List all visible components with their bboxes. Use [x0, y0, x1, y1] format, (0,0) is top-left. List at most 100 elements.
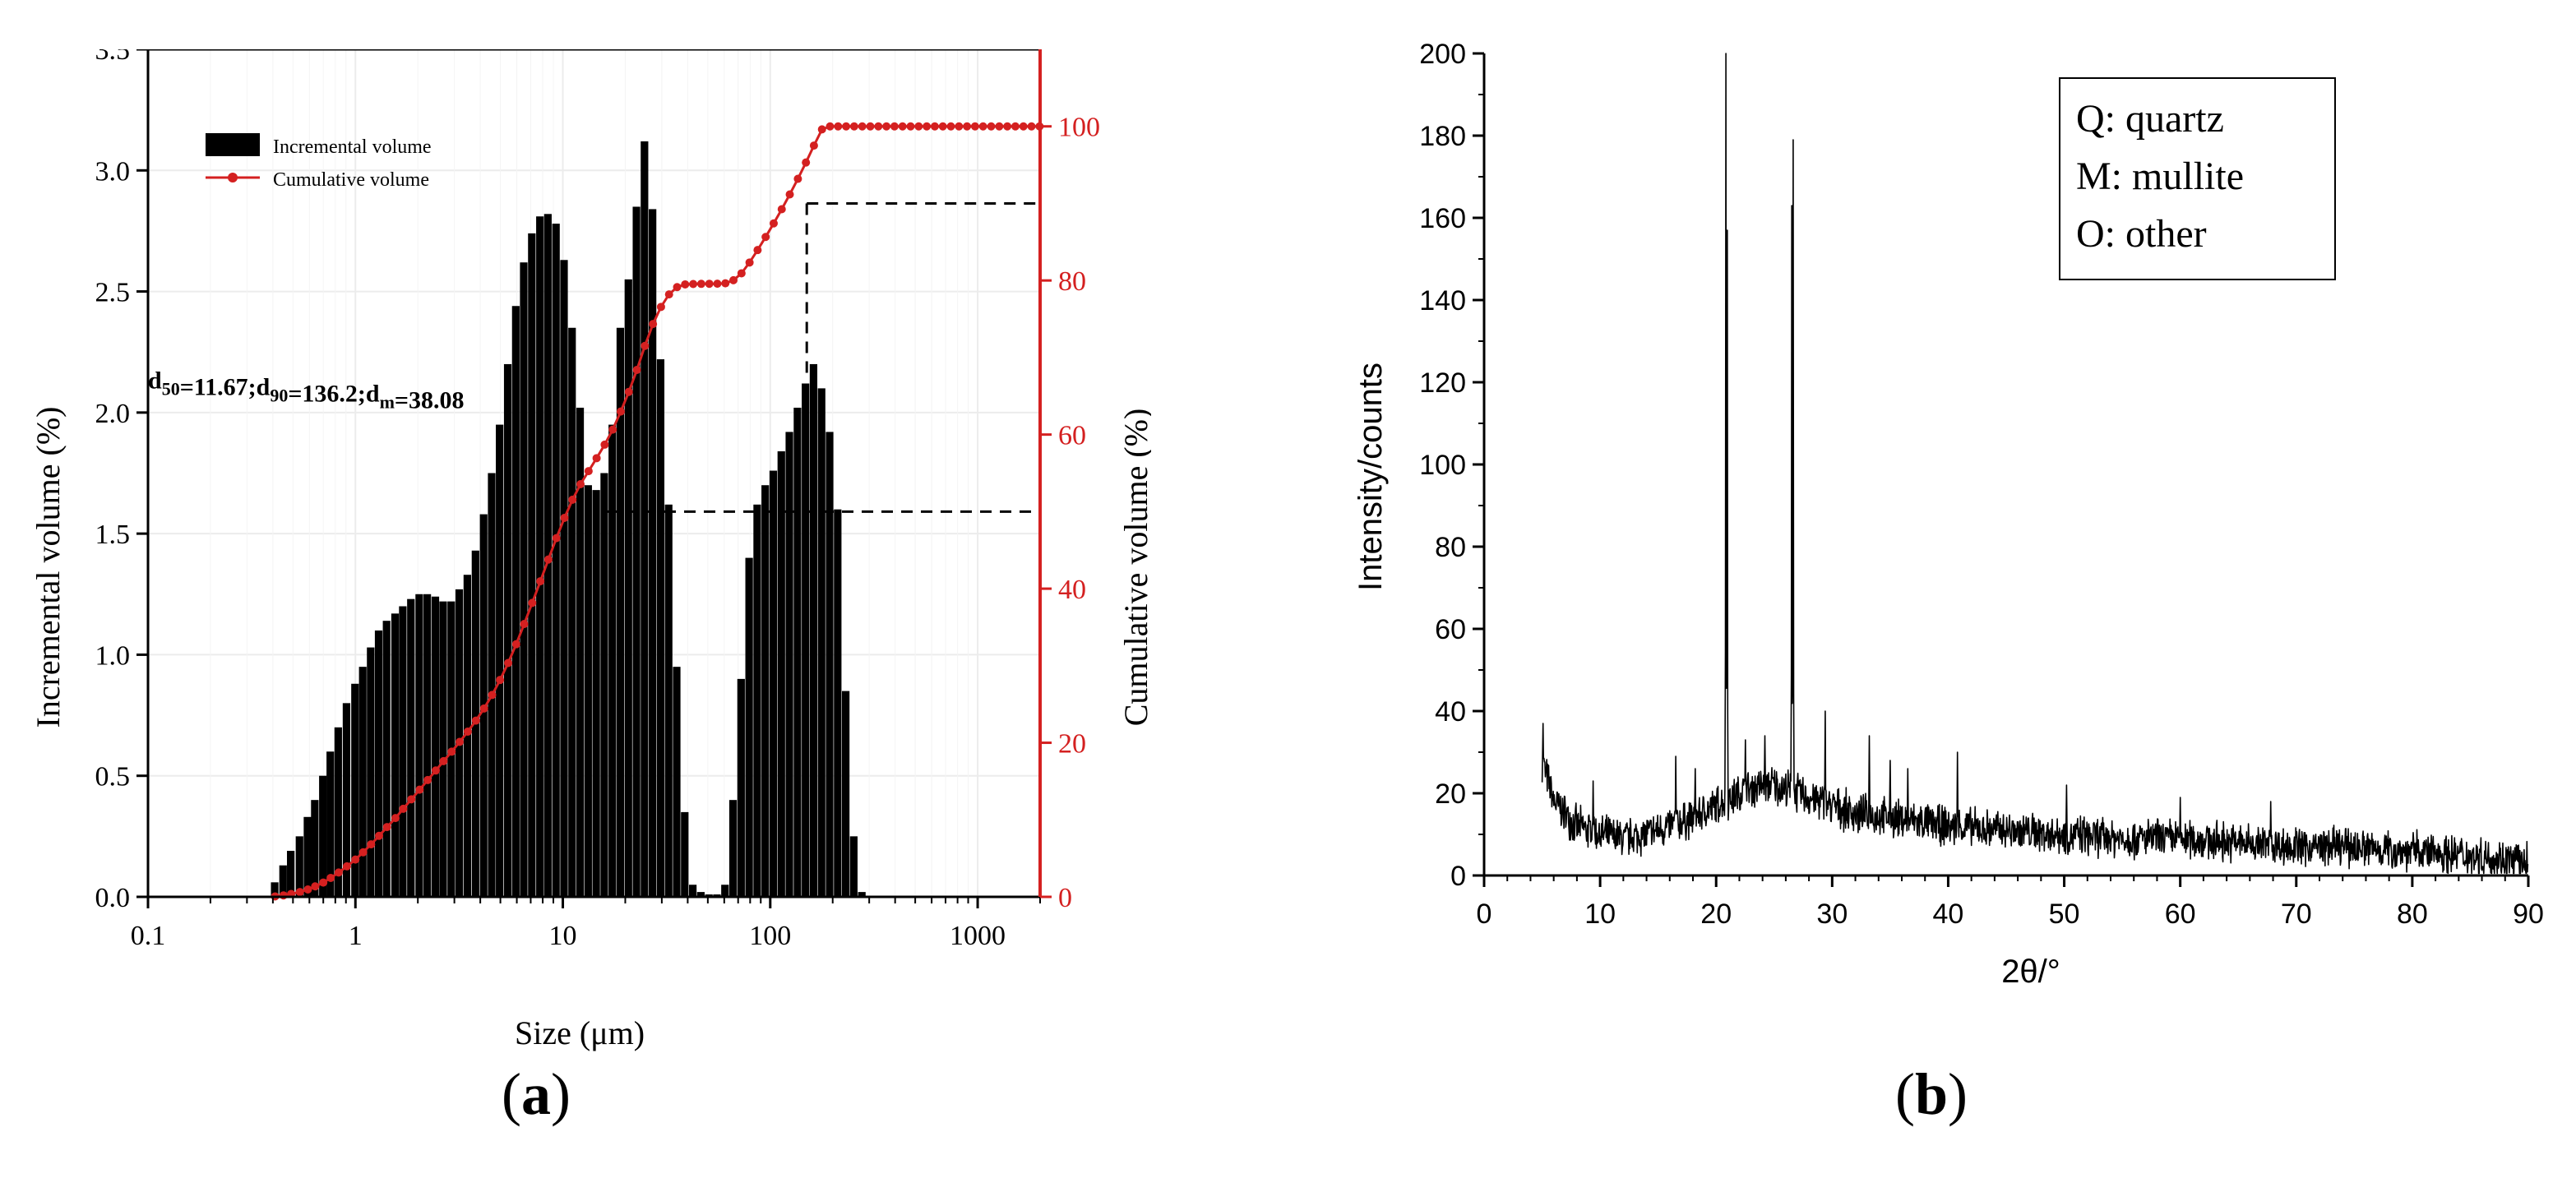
cumulative-point: [382, 823, 391, 832]
x-tick-label: 30: [1816, 899, 1848, 930]
y-tick-label: 2.5: [95, 278, 131, 308]
cumulative-point: [649, 320, 658, 329]
bar: [858, 892, 866, 897]
bar: [568, 327, 576, 897]
cumulative-point: [970, 122, 979, 131]
cumulative-point: [834, 122, 843, 131]
bar: [753, 504, 761, 897]
bar: [761, 485, 770, 897]
cumulative-point: [793, 174, 802, 183]
cumulative-point: [319, 878, 328, 887]
cumulative-point: [303, 885, 312, 894]
panel-label-a: (a): [502, 1061, 571, 1127]
cumulative-point: [809, 141, 818, 150]
bar: [826, 432, 834, 897]
bar: [326, 751, 335, 897]
cumulative-point: [576, 479, 585, 488]
cumulative-point: [995, 122, 1004, 131]
bar: [834, 509, 842, 897]
y-tick-label: 100: [1419, 450, 1466, 481]
x-tick-label: 20: [1700, 899, 1732, 930]
y-tick-label: 140: [1419, 285, 1466, 316]
bar: [849, 836, 858, 897]
cumulative-point: [705, 279, 714, 289]
bar: [721, 885, 729, 897]
y-tick-label: 80: [1435, 532, 1466, 563]
cumulative-point: [737, 269, 746, 278]
bar: [616, 327, 625, 897]
cumulative-point: [407, 795, 416, 804]
cumulative-point: [777, 205, 786, 214]
bar: [600, 473, 608, 897]
bar: [311, 800, 319, 897]
bar: [503, 363, 512, 897]
bar: [511, 306, 520, 897]
cumulative-point: [431, 766, 440, 775]
cumulative-point: [842, 122, 851, 131]
cumulative-point: [632, 365, 641, 374]
bar: [374, 630, 383, 897]
y-tick-label: 20: [1435, 778, 1466, 810]
y-tick-label: 120: [1419, 367, 1466, 399]
y-tick-label: 200: [1419, 39, 1466, 70]
cumulative-point: [882, 122, 891, 131]
bar: [342, 703, 351, 897]
cumulative-point: [721, 279, 730, 288]
y-tick-label: 160: [1419, 203, 1466, 234]
cumulative-point: [802, 158, 811, 167]
x-tick-label: 0: [1477, 899, 1492, 930]
cumulative-point: [463, 728, 472, 737]
cumulative-point: [504, 658, 513, 668]
cumulative-point: [826, 122, 835, 131]
bar: [656, 359, 665, 898]
bar: [520, 262, 528, 897]
cumulative-point: [471, 716, 480, 725]
cumulative-point: [906, 122, 915, 131]
cumulative-point: [1003, 122, 1012, 131]
bar: [423, 594, 432, 897]
y-tick-label: 180: [1419, 121, 1466, 152]
cumulative-point: [616, 407, 625, 416]
y2-tick-label: 0: [1058, 883, 1072, 913]
particle-size-chart: 0.1 1 10 100 1000 0.0 0.5 1.0 1.5 2.0 2.5 3.0 3.5 0 20…: [30, 49, 1151, 1051]
bar: [641, 141, 649, 897]
cumulative-point: [656, 303, 665, 312]
cumulative-point: [696, 279, 705, 289]
bar: [802, 383, 810, 898]
bar: [334, 727, 342, 897]
bar: [696, 892, 705, 897]
bar: [745, 557, 753, 897]
bar: [431, 596, 440, 897]
x-tick-label: 1: [349, 921, 363, 951]
bar: [528, 233, 536, 897]
bar: [769, 470, 778, 897]
cumulative-point: [946, 122, 955, 131]
cumulative-point: [689, 279, 698, 289]
cumulative-point: [978, 122, 987, 131]
x-tick-label: 90: [2513, 899, 2544, 930]
x-tick-label: 10: [549, 921, 577, 951]
bar: [496, 424, 504, 897]
bar: [689, 885, 697, 897]
cumulative-point: [367, 840, 376, 849]
cumulative-point: [543, 555, 553, 564]
y-tick-label: 40: [1435, 696, 1466, 728]
cumulative-point: [528, 598, 537, 607]
legend: Incremental volume Cumulative volume: [206, 133, 432, 191]
xrd-pattern-chart: 0 10 20 30 40 50 60 70 80 90 0 20 40 60 80 100 120 140 160…: [1353, 39, 2544, 990]
x-tick-label: 70: [2281, 899, 2312, 930]
y-tick-label: 0.5: [95, 762, 131, 792]
bar: [841, 691, 850, 897]
x-tick-label: 40: [1933, 899, 1964, 930]
cumulative-point: [439, 756, 448, 765]
bar: [407, 598, 415, 897]
cumulative-point: [938, 122, 947, 131]
y2-tick-label: 20: [1058, 729, 1086, 760]
cumulative-point: [479, 704, 488, 713]
legend-line: Q: quartz: [2076, 97, 2224, 141]
bar: [399, 606, 407, 897]
bar: [608, 424, 617, 897]
bar: [576, 407, 585, 898]
size-annotation: d50=11.67;d90=136.2;dm=38.08: [148, 367, 465, 413]
bar: [737, 678, 745, 897]
